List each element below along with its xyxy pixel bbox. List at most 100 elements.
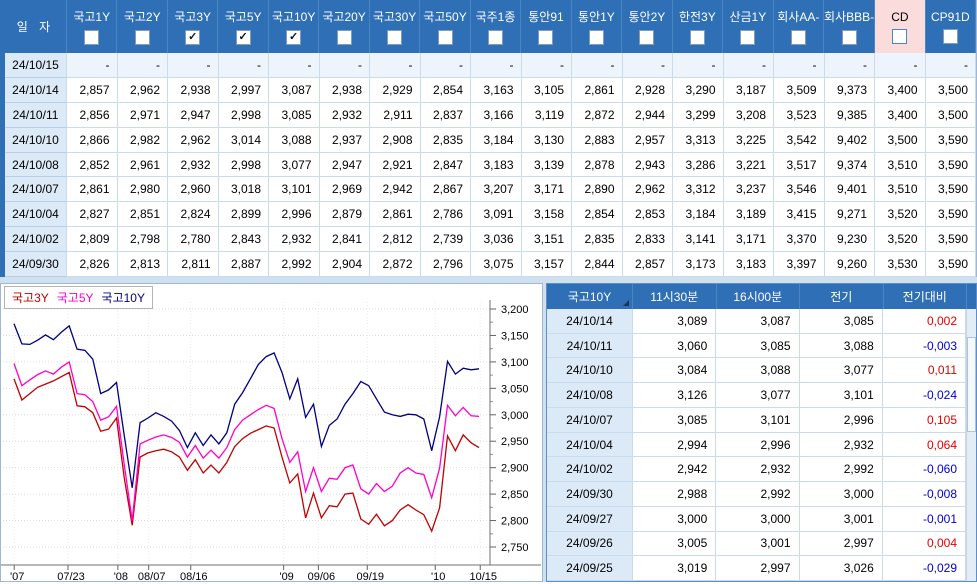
column-header-통안1Y[interactable]: 통안1Y: [572, 0, 623, 53]
rates-line-chart: 3,200 3,150 3,100 3,050 3,000 2,950 2,900 2,850…: [1, 300, 541, 583]
column-checkbox[interactable]: [487, 30, 503, 45]
detail-1130-cell: 3,126: [633, 383, 717, 408]
column-checkbox[interactable]: [942, 28, 958, 44]
value-cell: 2,824: [168, 202, 219, 228]
value-cell: 2,962: [168, 127, 219, 153]
column-header-한전3Y[interactable]: 한전3Y: [673, 0, 724, 53]
detail-row[interactable]: 24/09/26 3,005 3,001 2,997 0,004: [547, 531, 966, 557]
column-checkbox[interactable]: [892, 28, 908, 44]
value-cell: -: [572, 53, 623, 78]
date-cell: 24/10/10: [5, 127, 67, 153]
detail-scrollbar[interactable]: [966, 309, 976, 581]
detail-change-cell: 0,064: [882, 432, 966, 458]
column-checkbox[interactable]: [689, 30, 705, 45]
column-checkbox[interactable]: [639, 30, 655, 45]
value-cell: 3,187: [723, 77, 774, 103]
detail-1600-cell: 3,085: [716, 333, 800, 359]
value-cell: 3,141: [673, 227, 724, 253]
column-header-국고5Y[interactable]: 국고5Y ✓: [218, 0, 269, 53]
detail-row[interactable]: 24/10/14 3,089 3,087 3,085 0,002: [547, 309, 966, 334]
column-label: 회사AA-: [777, 10, 820, 24]
column-header-회사AA-[interactable]: 회사AA-: [774, 0, 825, 53]
table-row[interactable]: 24/10/10 2,866 2,982 2,962 3,014 3,088 2,937 2,…: [5, 127, 976, 153]
table-row[interactable]: 24/09/30 2,826 2,813 2,811 2,887 2,992 2,904 2,…: [5, 252, 976, 278]
value-cell: 3,183: [471, 152, 522, 178]
column-checkbox[interactable]: [841, 30, 857, 45]
detail-header-국고10Y[interactable]: 국고10Y: [547, 284, 633, 309]
column-checkbox[interactable]: [387, 30, 403, 45]
column-label: 국고1Y: [73, 10, 111, 24]
detail-row[interactable]: 24/10/07 3,085 3,101 2,996 0,105: [547, 407, 966, 433]
table-row[interactable]: 24/10/02 2,809 2,798 2,780 2,843 2,932 2,841 2,…: [5, 227, 976, 253]
table-row[interactable]: 24/10/15- - - - - - - - - - - - - - - - - -: [5, 53, 976, 78]
x-axis-label: '09: [279, 571, 293, 581]
value-cell: 2,921: [370, 152, 421, 178]
value-cell: 3,189: [723, 202, 774, 228]
detail-1130-cell: 3,000: [633, 506, 717, 532]
column-checkbox[interactable]: ✓: [235, 30, 251, 45]
column-header-국고3Y[interactable]: 국고3Y ✓: [168, 0, 219, 53]
column-header-국고30Y[interactable]: 국고30Y: [370, 0, 421, 53]
detail-row[interactable]: 24/10/04 2,994 2,996 2,932 0,064: [547, 432, 966, 458]
detail-row[interactable]: 24/10/08 3,126 3,077 3,101 -0,024: [547, 383, 966, 408]
column-header-통안2Y[interactable]: 통안2Y: [622, 0, 673, 53]
table-row[interactable]: 24/10/04 2,827 2,851 2,824 2,899 2,996 2,879 2,…: [5, 202, 976, 228]
detail-row[interactable]: 24/10/11 3,060 3,085 3,088 -0,003: [547, 333, 966, 359]
value-cell: 9,374: [824, 152, 875, 178]
detail-date-cell: 24/10/04: [547, 432, 633, 458]
value-cell: 2,833: [622, 227, 673, 253]
column-header-CD[interactable]: CD: [875, 0, 926, 53]
column-header-국주1종[interactable]: 국주1종: [471, 0, 522, 53]
column-checkbox[interactable]: [538, 30, 554, 45]
value-cell: 3,299: [673, 102, 724, 128]
value-cell: 3,184: [471, 127, 522, 153]
column-checkbox[interactable]: [336, 30, 352, 45]
detail-1130-cell: 2,994: [633, 432, 717, 458]
table-row[interactable]: 24/10/07 2,861 2,980 2,960 3,018 3,101 2,969 2,…: [5, 177, 976, 203]
column-checkbox[interactable]: [588, 30, 604, 45]
column-checkbox[interactable]: ✓: [185, 30, 201, 45]
value-cell: 2,962: [622, 177, 673, 203]
value-cell: 2,872: [572, 102, 623, 128]
value-cell: 2,847: [420, 152, 471, 178]
column-checkbox[interactable]: [84, 30, 100, 45]
detail-table: 국고10Y 11시30분 16시00분 전기 전기대비 24/10/14 3,089 3,0…: [546, 283, 977, 582]
table-row[interactable]: 24/10/14 2,857 2,962 2,938 2,997 3,087 2,938 2,…: [5, 77, 976, 103]
value-cell: 2,960: [168, 177, 219, 203]
value-cell: 2,957: [622, 127, 673, 153]
column-header-회사BBB-[interactable]: 회사BBB-: [824, 0, 876, 53]
value-cell: 2,786: [420, 202, 471, 228]
column-checkbox[interactable]: [134, 30, 150, 45]
column-header-통안91[interactable]: 통안91: [521, 0, 572, 53]
detail-row[interactable]: 24/09/27 3,000 3,000 3,001 -0,001: [547, 506, 966, 532]
detail-row[interactable]: 24/09/25 3,019 2,997 3,026 -0,029: [547, 556, 966, 582]
detail-scrollbar-thumb[interactable]: [967, 337, 976, 432]
detail-row[interactable]: 24/09/30 2,988 2,992 3,000 -0,008: [547, 482, 966, 507]
column-header-국고10Y[interactable]: 국고10Y ✓: [269, 0, 320, 53]
value-cell: 2,867: [420, 177, 471, 203]
column-header-국고50Y[interactable]: 국고50Y: [420, 0, 471, 53]
table-row[interactable]: 24/10/11 2,856 2,971 2,947 2,998 3,085 2,932 2,…: [5, 102, 976, 128]
value-cell: 3,075: [471, 252, 522, 278]
value-cell: 2,809: [67, 227, 118, 253]
series-line-국고3Y: [13, 371, 480, 533]
column-checkbox[interactable]: [437, 30, 453, 45]
detail-row[interactable]: 24/10/10 3,084 3,088 3,077 0,011: [547, 358, 966, 384]
value-cell: 2,739: [420, 227, 471, 253]
column-header-국고1Y[interactable]: 국고1Y: [67, 0, 118, 53]
column-header-국고20Y[interactable]: 국고20Y: [319, 0, 370, 53]
column-header-산금1Y[interactable]: 산금1Y: [723, 0, 774, 53]
value-cell: 3,530: [875, 252, 926, 278]
column-header-국고2Y[interactable]: 국고2Y: [117, 0, 168, 53]
table-row[interactable]: 24/10/08 2,852 2,961 2,932 2,998 3,077 2,947 2,…: [5, 152, 976, 178]
column-checkbox[interactable]: ✓: [286, 30, 302, 45]
column-header-CP91D[interactable]: CP91D: [926, 0, 977, 53]
detail-date-cell: 24/10/08: [547, 383, 633, 408]
detail-change-cell: 0,105: [882, 407, 966, 433]
column-checkbox[interactable]: [740, 30, 756, 45]
column-checkbox[interactable]: [790, 30, 806, 45]
detail-header-11시30분: 11시30분: [633, 284, 717, 309]
detail-row[interactable]: 24/10/02 2,942 2,932 2,992 -0,060: [547, 457, 966, 483]
value-cell: 9,401: [824, 177, 875, 203]
detail-1600-cell: 2,932: [716, 457, 800, 483]
